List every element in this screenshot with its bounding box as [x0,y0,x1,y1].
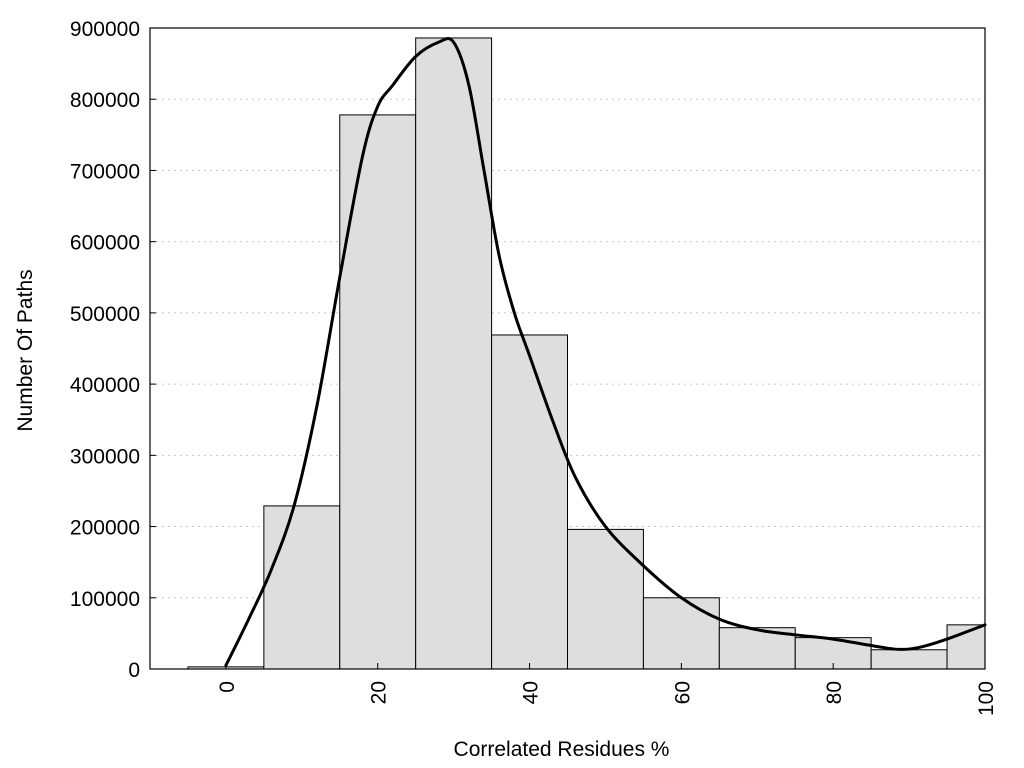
histogram-bar [491,334,568,670]
plot-frame [149,27,986,670]
histogram-bar [415,37,493,670]
x-tick-label: 60 [671,681,694,704]
y-tick-label: 300000 [70,445,140,468]
x-tick-label: 40 [520,681,543,704]
y-tick-label: 400000 [70,374,140,397]
y-tick-label: 100000 [70,588,140,611]
x-tick-label: 80 [823,681,846,704]
y-tick-label: 0 [128,659,140,682]
x-axis-label: Correlated Residues % [454,738,670,761]
density-curve-line [224,36,987,667]
x-tick-label: 100 [975,681,998,716]
histogram-bar [339,114,417,670]
y-tick-label: 800000 [70,89,140,112]
histogram-bar [263,505,341,670]
y-tick-label: 500000 [70,303,140,326]
y-tick-label: 600000 [70,232,140,255]
y-axis-ticks: 0 100000 200000 300000 400000 500000 600000 700… [70,18,156,682]
x-tick-label: 0 [216,681,239,693]
histogram-bars [187,37,986,670]
y-tick-label: 700000 [70,160,140,183]
y-tick-label: 200000 [70,517,140,540]
density-curve [224,36,987,667]
y-tick-label: 900000 [70,18,140,41]
histogram-bar [870,649,948,670]
histogram-bar [567,528,644,670]
histogram-bar [642,597,720,670]
x-axis-ticks: 0 20 40 60 80 100 [216,663,998,716]
x-tick-label: 20 [368,681,391,704]
y-axis-label: Number Of Paths [14,269,37,431]
